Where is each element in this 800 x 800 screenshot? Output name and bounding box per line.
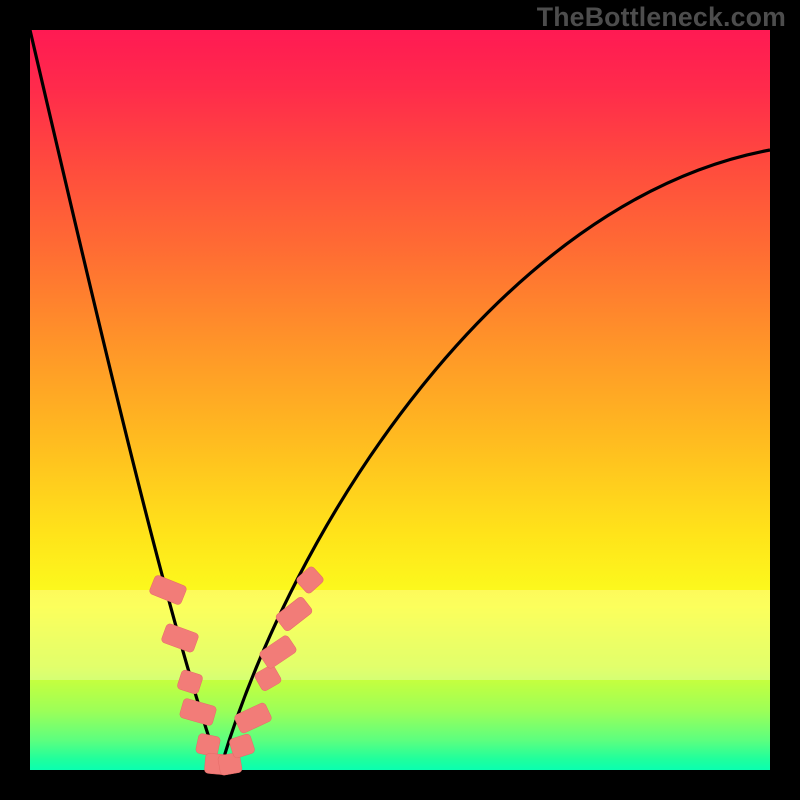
watermark-text: TheBottleneck.com: [537, 2, 786, 33]
highlight-band: [30, 590, 770, 680]
chart-svg: [0, 0, 800, 800]
chart-frame: TheBottleneck.com: [0, 0, 800, 800]
